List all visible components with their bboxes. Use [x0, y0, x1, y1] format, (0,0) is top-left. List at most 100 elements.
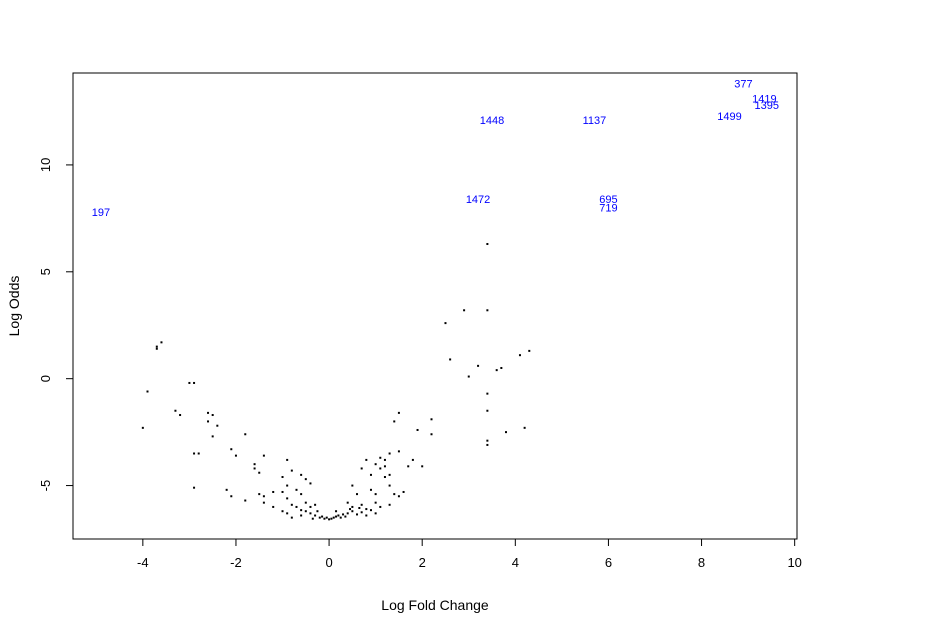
y-tick-label: -5: [38, 480, 53, 492]
data-point: [349, 508, 352, 511]
data-point: [193, 486, 196, 489]
data-point: [369, 509, 372, 512]
data-points: [141, 243, 531, 521]
data-point: [374, 512, 377, 515]
data-point: [286, 512, 289, 515]
data-point: [328, 518, 331, 521]
data-point: [262, 501, 265, 504]
data-point: [444, 322, 447, 325]
data-point: [295, 505, 298, 508]
data-point: [304, 478, 307, 481]
data-point: [230, 495, 233, 498]
data-point: [339, 516, 342, 519]
data-point: [290, 516, 293, 519]
data-point: [463, 309, 466, 312]
data-point: [225, 488, 228, 491]
data-point: [300, 473, 303, 476]
data-point: [365, 508, 368, 511]
data-point: [179, 414, 182, 417]
data-point: [360, 467, 363, 470]
data-point: [383, 458, 386, 461]
x-tick-label: 6: [605, 555, 612, 570]
data-point: [342, 513, 345, 516]
point-label: 1499: [717, 111, 741, 123]
point-label: 1419: [752, 94, 776, 106]
data-point: [300, 514, 303, 517]
data-point: [141, 426, 144, 429]
data-point: [281, 476, 284, 479]
data-point: [486, 309, 489, 312]
data-point: [379, 467, 382, 470]
data-point: [323, 517, 326, 520]
x-tick-label: 8: [698, 555, 705, 570]
data-point: [258, 471, 261, 474]
data-point: [286, 484, 289, 487]
x-axis: -4 -2 0 2 4 6 8 10: [137, 538, 802, 570]
data-point: [262, 495, 265, 498]
data-point: [486, 392, 489, 395]
data-point: [411, 458, 414, 461]
data-point: [505, 431, 508, 434]
data-point: [397, 411, 400, 414]
data-point: [486, 443, 489, 446]
data-point: [351, 510, 354, 513]
data-point: [281, 490, 284, 493]
data-point: [374, 501, 377, 504]
data-point: [332, 516, 335, 519]
data-point: [211, 435, 214, 438]
x-tick-label: -4: [137, 555, 149, 570]
data-point: [155, 347, 158, 350]
data-point: [416, 428, 419, 431]
data-point: [518, 354, 521, 357]
point-label: 695: [599, 194, 617, 206]
data-point: [335, 515, 338, 518]
data-point: [295, 488, 298, 491]
data-point: [430, 418, 433, 421]
data-point: [290, 469, 293, 472]
data-point: [383, 476, 386, 479]
data-point: [356, 493, 359, 496]
data-point: [346, 501, 349, 504]
data-point: [272, 505, 275, 508]
data-point: [244, 433, 247, 436]
data-point: [402, 490, 405, 493]
data-point: [393, 493, 396, 496]
x-tick-label: 10: [787, 555, 801, 570]
data-point: [311, 517, 314, 520]
data-point: [234, 454, 237, 457]
data-point: [300, 509, 303, 512]
data-point: [335, 510, 338, 513]
data-point: [486, 409, 489, 412]
data-point: [346, 512, 349, 515]
data-point: [207, 411, 210, 414]
data-point: [393, 420, 396, 423]
point-label: 1395: [754, 100, 778, 112]
data-point: [216, 424, 219, 427]
data-point: [272, 490, 275, 493]
data-point: [160, 341, 163, 344]
point-label: 1448: [480, 115, 504, 127]
data-point: [374, 463, 377, 466]
data-point: [290, 503, 293, 506]
data-point: [388, 484, 391, 487]
data-point: [358, 507, 361, 510]
point-label: 377: [734, 79, 752, 91]
data-point: [344, 515, 347, 518]
data-point: [351, 505, 354, 508]
data-point: [500, 366, 503, 369]
data-point: [383, 465, 386, 468]
data-point: [388, 503, 391, 506]
data-point: [365, 458, 368, 461]
data-point: [286, 458, 289, 461]
x-tick-label: -2: [230, 555, 242, 570]
data-point: [407, 465, 410, 468]
data-point: [430, 433, 433, 436]
data-point: [356, 513, 359, 516]
data-point: [230, 448, 233, 451]
data-point: [379, 456, 382, 459]
data-point: [360, 511, 363, 514]
data-point: [330, 517, 333, 520]
data-point: [309, 482, 312, 485]
